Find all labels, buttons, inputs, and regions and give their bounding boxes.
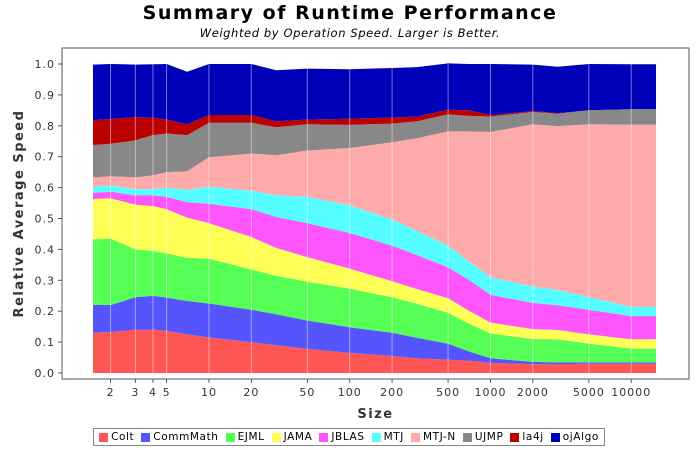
legend-item-commmath: CommMath [141,431,218,443]
x-tick-label: 2 [107,386,115,399]
chart-subtitle: Weighted by Operation Speed. Larger is B… [199,26,501,40]
y-tick-label: 0.5 [35,213,56,226]
series-area-mtj-n [93,124,656,307]
y-tick-label: 0.0 [35,367,56,380]
legend-label: CommMath [153,431,219,443]
x-tick-label: 200 [380,386,404,399]
legend-item-la4j: la4j [510,431,543,443]
legend-label: EJML [237,431,265,443]
series-area-mtj [93,185,656,317]
series-area-ojalgo [93,63,656,125]
series-area-jblas [93,191,656,340]
x-tick-label: 5000 [573,386,605,399]
x-tick-label: 10000 [611,386,651,399]
legend-label: Colt [111,431,135,443]
legend-swatch [550,432,560,442]
legend-item-jama: JAMA [271,431,313,443]
y-tick-label: 0.4 [35,243,56,256]
y-tick-label: 0.8 [35,120,56,133]
legend-item-mtj-n: MTJ-N [410,431,456,443]
x-tick-label: 100 [338,386,362,399]
x-axis-title: Size [357,407,393,422]
legend-swatch [510,432,520,442]
y-tick-label: 0.3 [35,274,56,287]
x-tick-label: 20 [243,386,259,399]
x-tick-label: 1000 [474,386,506,399]
x-tick-label: 4 [149,386,157,399]
legend-swatch [99,432,109,442]
legend-swatch [271,432,281,442]
legend-item-ejml: EJML [225,431,265,443]
legend-swatch [462,432,472,442]
legend-swatch [225,432,235,442]
legend-label: JAMA [283,431,313,443]
legend-item-jblas: JBLAS [319,431,364,443]
series-area-ujmp [93,109,656,178]
legend-swatch [319,432,329,442]
y-tick-label: 0.9 [35,89,56,102]
x-tick-label: 50 [299,386,315,399]
legend-label: MTJ [383,431,404,443]
legend-swatch [141,432,151,442]
y-tick-label: 0.2 [35,305,56,318]
legend-item-mtj: MTJ [371,431,404,443]
legend-label: JBLAS [331,431,365,443]
legend-swatch [410,432,420,442]
x-tick-label: 5 [163,386,171,399]
x-tick-label: 3 [131,386,139,399]
y-tick-label: 1.0 [35,58,56,71]
y-tick-label: 0.6 [35,182,56,195]
y-axis-title: Relative Average Speed [12,110,27,318]
x-tick-label: 500 [436,386,460,399]
series-area-commmath [93,295,656,365]
legend-label: la4j [522,431,544,443]
y-tick-label: 0.7 [35,151,56,164]
x-tick-label: 10 [201,386,217,399]
legend-label: MTJ-N [422,431,456,443]
legend-item-ujmp: UJMP [462,431,504,443]
series-area-ejml [93,238,656,363]
chart-title: Summary of Runtime Performance [142,2,558,24]
series-area-la4j [93,109,656,145]
y-tick-label: 0.1 [35,336,56,349]
series-area-jama [93,198,656,349]
chart-legend: Colt CommMath EJML JAMA JBLAS MTJ MTJ-N UJMP la4… [93,428,605,446]
legend-swatch [371,432,381,442]
legend-item-colt: Colt [99,431,134,443]
x-tick-label: 2000 [517,386,549,399]
series-area-colt [93,329,656,373]
legend-label: UJMP [474,431,504,443]
legend-item-ojalgo: ojAlgo [550,431,599,443]
legend-label: ojAlgo [562,431,599,443]
